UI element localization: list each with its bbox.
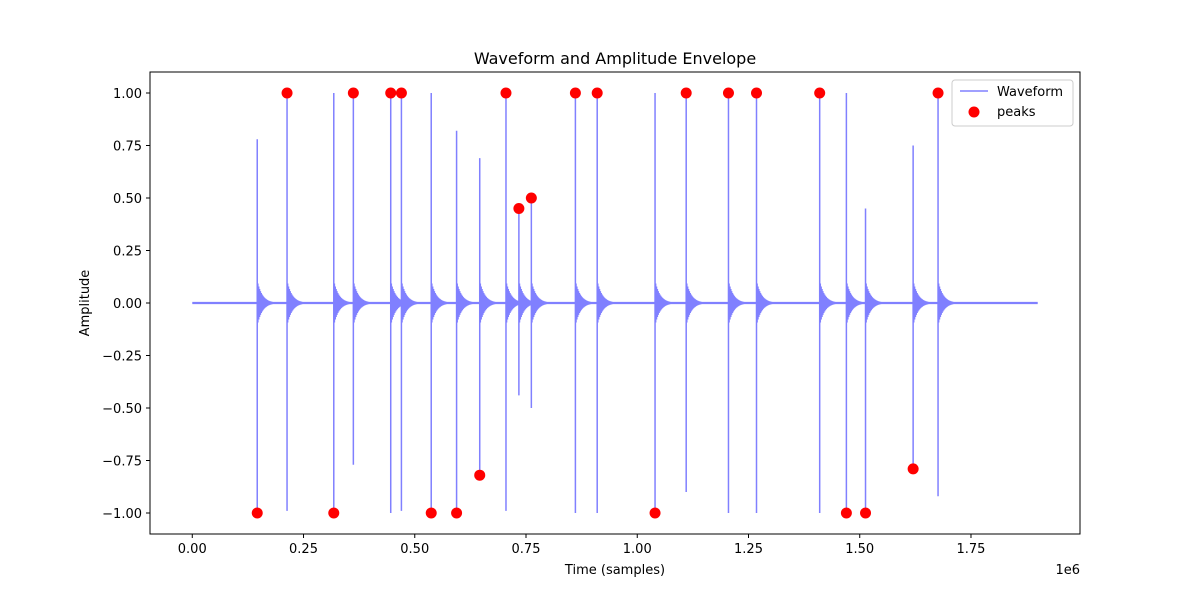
- y-tick-label: 0.50: [113, 192, 142, 207]
- x-tick-label: 0.75: [512, 542, 541, 557]
- y-tick-label: −0.50: [102, 402, 142, 417]
- peak-point: [328, 507, 340, 519]
- x-axis-offset-label: 1e6: [1055, 563, 1080, 578]
- chart-title: Waveform and Amplitude Envelope: [474, 49, 756, 68]
- peak-point: [569, 87, 581, 99]
- y-tick-label: −0.75: [102, 455, 142, 470]
- x-axis: 0.00 0.25 0.50 0.75 1.00 1.25 1.50 1.75: [178, 534, 986, 557]
- peak-point: [525, 192, 537, 204]
- peak-point: [281, 87, 293, 99]
- peak-point: [395, 87, 407, 99]
- x-tick-label: 0.50: [400, 542, 429, 557]
- peak-point: [513, 203, 525, 214]
- x-tick-label: 1.00: [623, 542, 652, 557]
- legend: Waveform peaks: [951, 79, 1074, 127]
- peak-point: [347, 87, 359, 99]
- x-tick-label: 0.00: [178, 542, 207, 557]
- peak-point: [722, 87, 734, 99]
- peaks-series: [251, 87, 944, 519]
- peak-point: [500, 87, 512, 99]
- legend-waveform-label: Waveform: [997, 85, 1063, 100]
- y-tick-label: −1.00: [102, 507, 142, 522]
- peak-point: [907, 463, 919, 475]
- peak-point: [385, 87, 397, 99]
- x-tick-label: 0.25: [289, 542, 318, 557]
- peak-point: [591, 87, 603, 99]
- peak-point: [680, 87, 692, 99]
- peak-point: [474, 469, 486, 481]
- peak-point: [649, 507, 661, 519]
- peak-point: [251, 507, 263, 519]
- x-tick-label: 1.50: [845, 542, 874, 557]
- waveform-ringing: [257, 283, 956, 323]
- x-tick-label: 1.25: [734, 542, 763, 557]
- peak-point: [814, 87, 826, 99]
- y-tick-label: 0.75: [113, 140, 142, 155]
- y-tick-label: 0.25: [113, 245, 142, 260]
- peak-point: [451, 507, 463, 519]
- peak-point: [425, 507, 437, 519]
- y-tick-label: 0.00: [113, 297, 142, 312]
- y-tick-label: 1.00: [113, 87, 142, 102]
- legend-peaks-swatch: [968, 106, 980, 118]
- waveform-series: [192, 93, 1038, 513]
- x-tick-label: 1.75: [957, 542, 986, 557]
- peak-point: [751, 87, 763, 99]
- legend-peaks-label: peaks: [997, 105, 1036, 120]
- x-axis-label: Time (samples): [564, 563, 665, 578]
- y-tick-label: −0.25: [102, 350, 142, 365]
- y-axis: 1.00 0.75 0.50 0.25 0.00 −0.25 −0.50 −0.75 −1.00: [102, 87, 150, 522]
- peak-point: [932, 87, 944, 99]
- peak-point: [840, 507, 852, 519]
- y-axis-label: Amplitude: [78, 270, 93, 337]
- peak-point: [860, 507, 872, 519]
